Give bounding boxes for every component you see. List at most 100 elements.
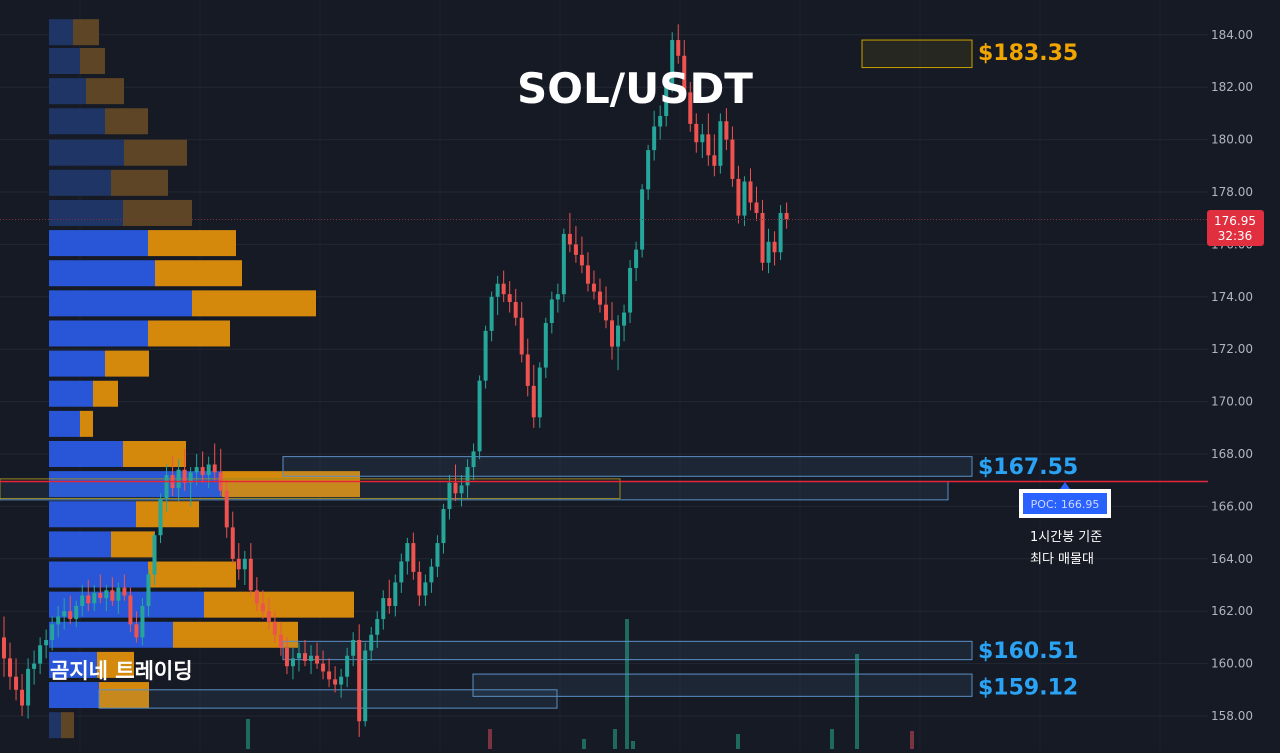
volume-bar bbox=[488, 729, 492, 749]
candle-body bbox=[92, 592, 97, 604]
candle-body bbox=[206, 464, 211, 475]
volume-bar bbox=[910, 731, 914, 749]
profile-buy-bar bbox=[49, 471, 222, 498]
profile-buy-bar bbox=[49, 108, 105, 135]
profile-buy-bar bbox=[49, 320, 148, 347]
candle-body bbox=[158, 498, 163, 536]
candle-body bbox=[604, 304, 608, 321]
volume-bar bbox=[855, 654, 859, 749]
candle-body bbox=[549, 299, 554, 323]
candle-body bbox=[676, 40, 681, 56]
profile-sell-bar bbox=[155, 260, 242, 287]
candle-body bbox=[128, 595, 133, 625]
candle-body bbox=[622, 312, 627, 326]
candle-body bbox=[465, 467, 470, 486]
candle-body bbox=[224, 490, 229, 528]
candle-body bbox=[628, 267, 633, 313]
level-label: $159.12 bbox=[978, 676, 1078, 701]
candle-body bbox=[634, 249, 639, 268]
candle-body bbox=[86, 595, 91, 604]
candle-body bbox=[278, 634, 283, 648]
profile-sell-bar bbox=[111, 169, 168, 196]
candle-body bbox=[447, 482, 452, 510]
candle-body bbox=[555, 294, 560, 300]
candle-body bbox=[116, 587, 121, 601]
candle-body bbox=[597, 291, 602, 305]
candle-body bbox=[254, 590, 259, 604]
volume-bar bbox=[631, 741, 635, 749]
candle-body bbox=[74, 605, 79, 620]
candle-body bbox=[405, 543, 410, 562]
candle-body bbox=[363, 650, 368, 722]
candle-body bbox=[760, 212, 765, 263]
candle-body bbox=[2, 637, 6, 659]
candle-body bbox=[748, 181, 753, 203]
profile-sell-bar bbox=[173, 621, 298, 648]
profile-buy-bar bbox=[49, 199, 123, 226]
zone-rect bbox=[472, 673, 973, 697]
level-label: $160.51 bbox=[978, 639, 1078, 664]
candle-body bbox=[339, 676, 344, 685]
candle-body bbox=[766, 241, 771, 263]
candle-body bbox=[236, 558, 241, 570]
candle-body bbox=[375, 619, 380, 635]
candle-body bbox=[8, 658, 13, 677]
candle-body bbox=[38, 645, 43, 664]
countdown-timer: 32:36 bbox=[1218, 229, 1253, 243]
candle-body bbox=[110, 590, 115, 601]
candle-body bbox=[200, 467, 205, 475]
profile-buy-bar bbox=[49, 561, 148, 588]
candle-body bbox=[399, 561, 404, 583]
candle-body bbox=[212, 464, 217, 473]
price-axis-bg bbox=[1208, 0, 1280, 749]
profile-sell-bar bbox=[111, 531, 155, 558]
candle-body bbox=[56, 616, 61, 625]
candle-body bbox=[284, 647, 289, 667]
profile-buy-bar bbox=[49, 410, 80, 437]
candle-body bbox=[471, 451, 476, 468]
profile-sell-bar bbox=[99, 682, 149, 709]
profile-buy-bar bbox=[49, 78, 86, 105]
candle-body bbox=[266, 611, 271, 622]
y-tick-label: 184.00 bbox=[1211, 28, 1253, 42]
profile-sell-bar bbox=[222, 471, 360, 498]
candle-body bbox=[242, 558, 247, 570]
candle-body bbox=[507, 294, 512, 303]
volume-bar bbox=[736, 734, 740, 749]
profile-buy-bar bbox=[49, 19, 73, 46]
profile-buy-bar bbox=[49, 260, 155, 287]
y-tick-label: 178.00 bbox=[1211, 185, 1253, 199]
candle-body bbox=[152, 535, 157, 575]
profile-sell-bar bbox=[124, 139, 187, 166]
profile-sell-bar bbox=[204, 591, 354, 618]
level-label: $183.35 bbox=[978, 41, 1078, 66]
profile-sell-bar bbox=[123, 199, 192, 226]
profile-sell-bar bbox=[73, 19, 99, 46]
profile-buy-bar bbox=[49, 651, 97, 678]
profile-buy-bar bbox=[49, 441, 123, 467]
candle-body bbox=[585, 265, 590, 284]
candle-body bbox=[664, 84, 669, 117]
candle-body bbox=[652, 126, 657, 151]
y-tick-label: 180.00 bbox=[1211, 133, 1253, 147]
level-label: $167.55 bbox=[978, 455, 1078, 480]
candle-body bbox=[453, 482, 458, 494]
candle-body bbox=[351, 640, 356, 656]
candle-body bbox=[730, 139, 735, 179]
candle-body bbox=[230, 527, 235, 559]
volume-bar bbox=[830, 729, 834, 749]
zone-rect bbox=[0, 481, 949, 501]
candle-body bbox=[68, 611, 73, 620]
y-tick-label: 162.00 bbox=[1211, 604, 1253, 618]
candle-body bbox=[646, 150, 651, 190]
candle-body bbox=[784, 212, 789, 220]
candle-body bbox=[513, 302, 518, 318]
candle-body bbox=[248, 558, 253, 591]
candle-body bbox=[658, 116, 663, 127]
candle-body bbox=[260, 603, 265, 612]
candle-body bbox=[724, 121, 729, 140]
profile-sell-bar bbox=[93, 380, 118, 407]
candle-body bbox=[700, 134, 705, 143]
